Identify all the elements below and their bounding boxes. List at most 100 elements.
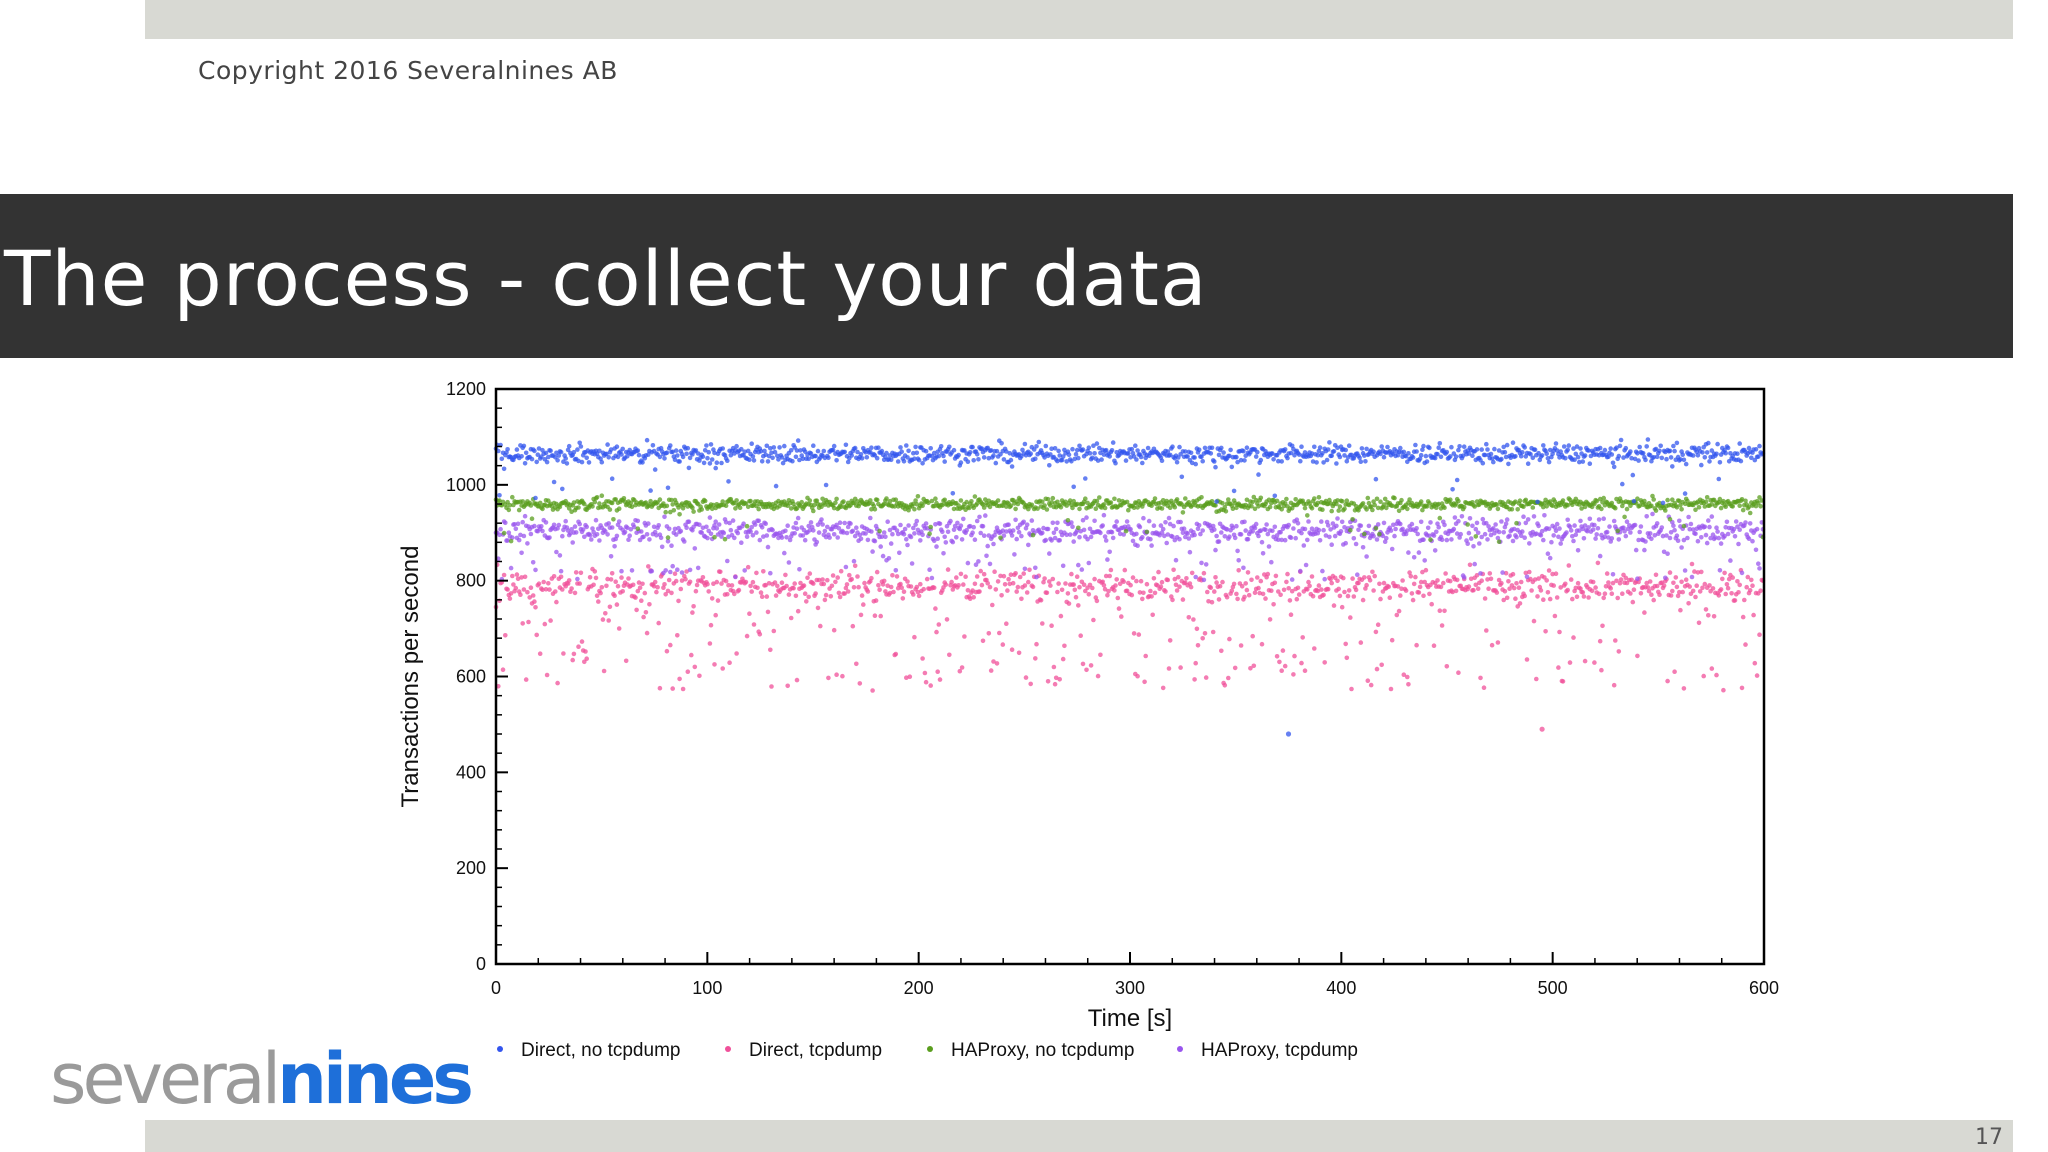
- data-point: [543, 587, 549, 592]
- data-point: [1622, 514, 1627, 520]
- data-point: [1707, 459, 1712, 464]
- data-point: [1336, 586, 1341, 592]
- data-point: [1130, 538, 1136, 544]
- data-point: [1242, 458, 1247, 463]
- y-axis-title: Transactions per second: [397, 546, 424, 808]
- data-point: [1388, 528, 1394, 533]
- data-point: [1244, 445, 1250, 451]
- data-point: [1365, 530, 1371, 536]
- data-point: [1346, 588, 1352, 593]
- data-point: [1629, 455, 1634, 461]
- data-point: [994, 448, 1000, 454]
- data-point: [1532, 577, 1538, 582]
- data-point: [923, 448, 929, 454]
- data-point: [1381, 502, 1387, 507]
- data-point: [802, 537, 808, 543]
- data-point: [1492, 446, 1497, 452]
- data-point: [1040, 530, 1045, 536]
- data-point: [650, 443, 656, 448]
- data-point: [1368, 682, 1374, 688]
- data-point: [1024, 590, 1030, 595]
- data-point: [974, 574, 980, 579]
- data-point: [793, 520, 799, 526]
- data-point: [992, 569, 997, 574]
- data-point: [519, 575, 524, 580]
- data-point: [518, 532, 523, 538]
- data-point: [1417, 584, 1423, 590]
- data-point: [1276, 589, 1281, 594]
- data-point: [1348, 615, 1353, 620]
- data-point: [662, 514, 667, 520]
- data-point: [1622, 529, 1627, 534]
- data-point: [1441, 580, 1446, 586]
- data-point: [1500, 570, 1505, 575]
- data-point: [1521, 514, 1526, 519]
- data-point: [959, 665, 965, 670]
- x-tick-label: 400: [1326, 978, 1356, 998]
- data-point: [1496, 448, 1502, 453]
- data-point: [837, 594, 843, 600]
- data-point: [598, 590, 603, 596]
- data-point: [1572, 457, 1577, 463]
- data-point: [1692, 569, 1697, 574]
- data-point: [1138, 578, 1144, 584]
- data-point: [945, 529, 951, 535]
- data-point: [498, 526, 503, 532]
- data-point: [1664, 456, 1669, 462]
- data-point: [1743, 498, 1748, 504]
- data-point: [686, 465, 692, 471]
- data-point: [918, 538, 923, 543]
- data-point: [792, 581, 797, 586]
- data-point: [921, 586, 926, 592]
- data-point: [801, 583, 807, 588]
- data-point: [1201, 570, 1207, 576]
- data-point: [820, 522, 825, 527]
- data-point: [970, 444, 975, 450]
- data-point: [1623, 533, 1629, 539]
- data-point: [942, 534, 947, 540]
- data-point: [670, 502, 675, 507]
- data-point: [535, 452, 541, 458]
- data-point: [560, 587, 565, 592]
- data-point: [718, 569, 723, 575]
- data-point: [1758, 504, 1763, 509]
- x-axis-title: Time [s]: [1088, 1005, 1172, 1032]
- data-point: [931, 450, 937, 456]
- data-point: [577, 521, 582, 527]
- data-point: [899, 449, 904, 455]
- data-point: [1341, 575, 1346, 581]
- data-point: [1717, 460, 1723, 465]
- data-point: [687, 567, 693, 573]
- data-point: [521, 533, 527, 539]
- data-point: [1137, 524, 1143, 530]
- data-point: [831, 627, 837, 633]
- data-point: [1368, 504, 1374, 509]
- data-point: [1174, 459, 1180, 465]
- data-point: [898, 445, 903, 450]
- data-point: [1631, 587, 1637, 592]
- data-point: [1565, 587, 1570, 593]
- data-point: [795, 515, 801, 521]
- data-point: [1124, 499, 1130, 505]
- data-point: [1716, 593, 1722, 598]
- data-point: [1328, 577, 1333, 582]
- data-point: [554, 599, 559, 605]
- data-point: [669, 590, 674, 596]
- data-point: [1510, 440, 1516, 446]
- data-point: [1325, 447, 1331, 452]
- data-point: [1413, 442, 1418, 448]
- data-point: [1265, 531, 1271, 537]
- data-point: [558, 449, 564, 455]
- data-point: [1400, 578, 1405, 583]
- data-point: [1518, 453, 1524, 459]
- data-point: [1034, 444, 1039, 449]
- data-point: [940, 502, 945, 508]
- data-point: [758, 448, 764, 454]
- data-point: [1192, 532, 1197, 538]
- data-point: [1373, 629, 1379, 635]
- data-point: [980, 638, 986, 644]
- data-point: [792, 531, 797, 536]
- data-point: [1554, 521, 1560, 527]
- data-point: [1525, 461, 1531, 467]
- data-point: [573, 530, 579, 535]
